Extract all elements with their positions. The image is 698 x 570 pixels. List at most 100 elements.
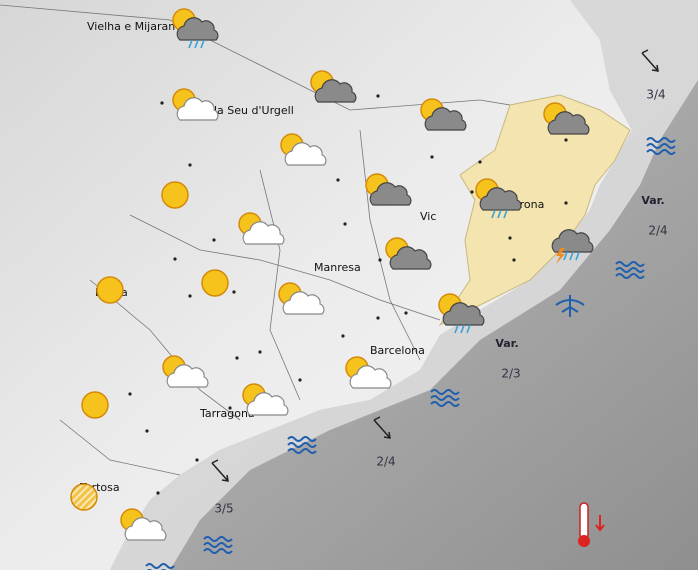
weather-icon <box>242 383 289 416</box>
land <box>0 0 632 570</box>
town-dot <box>404 311 408 315</box>
cloud <box>551 229 594 253</box>
rain <box>188 39 193 49</box>
cloud <box>242 221 285 245</box>
weather-icon <box>345 356 392 389</box>
weather-icon <box>96 276 124 304</box>
weather-icon <box>70 483 98 511</box>
town-dot <box>128 392 132 396</box>
sea-state-label: Var. <box>641 194 664 207</box>
weather-icon <box>310 70 357 103</box>
sea-state-label: 3/5 <box>214 502 233 516</box>
lightning <box>556 248 565 264</box>
city-label: la Seu d'Urgell <box>214 104 294 117</box>
temperature-down <box>595 515 605 532</box>
rain <box>575 251 580 261</box>
sea-waves <box>615 261 645 267</box>
weather-icon <box>475 178 522 219</box>
city-label: Vielha e Mijaran <box>87 20 175 33</box>
sun <box>70 483 98 511</box>
weather-icon <box>280 133 327 166</box>
wind-arrow <box>373 416 391 439</box>
sea-waves <box>203 542 233 548</box>
town-dot <box>228 406 232 410</box>
sea-waves <box>203 536 233 542</box>
sun <box>201 269 229 297</box>
sea-waves <box>145 563 175 569</box>
weather-icon <box>385 237 432 270</box>
town-dot <box>343 222 347 226</box>
city-label: Tarragona <box>199 407 255 420</box>
cloud <box>424 107 467 131</box>
weather-icon <box>120 508 167 541</box>
warning-zone <box>438 94 631 327</box>
thermometer-bulb <box>578 535 590 547</box>
sea-waves <box>430 395 460 401</box>
rain <box>454 324 459 334</box>
sea-waves <box>615 273 645 279</box>
weather-icon <box>172 8 219 49</box>
weather-icon <box>161 181 189 209</box>
rain <box>563 251 568 261</box>
town-dot <box>258 350 262 354</box>
town-dots <box>128 94 568 495</box>
sea-waves <box>287 442 317 448</box>
cloud <box>124 517 167 541</box>
town-dot <box>478 160 482 164</box>
sea-waves <box>430 401 460 407</box>
weather-icon <box>420 98 467 131</box>
sea-waves <box>646 149 676 155</box>
town-dot <box>376 94 380 98</box>
town-dot <box>173 257 177 261</box>
weather-icon <box>278 282 325 315</box>
town-dot <box>378 258 382 262</box>
cloud <box>442 302 485 326</box>
cloud <box>246 392 289 416</box>
sea-waves <box>430 389 460 395</box>
cloud <box>369 182 412 206</box>
sea-state-label: 2/3 <box>501 367 520 381</box>
town-dot <box>470 190 474 194</box>
cloud <box>547 111 590 135</box>
thermometer <box>579 502 589 540</box>
weather-icon <box>551 229 594 264</box>
cloud <box>176 17 219 41</box>
rain <box>569 251 574 261</box>
sea-waves <box>615 267 645 273</box>
city-label: Vic <box>420 210 436 223</box>
sea-waves <box>287 436 317 442</box>
rain <box>200 39 205 49</box>
cloud <box>314 79 357 103</box>
weather-icon <box>81 391 109 419</box>
rain <box>497 209 502 219</box>
sea-state-label: 3/4 <box>646 88 665 102</box>
city-label: Manresa <box>314 261 361 274</box>
town-dot <box>341 334 345 338</box>
town-dot <box>156 491 160 495</box>
labels: TortosaTarragonaBarcelonaLleidaManresaGi… <box>79 20 668 516</box>
sea-waves <box>203 548 233 554</box>
rain <box>503 209 508 219</box>
cloud <box>479 187 522 211</box>
weather-icons <box>70 8 676 570</box>
town-dot <box>195 458 199 462</box>
weather-icon <box>365 173 412 206</box>
town-dot <box>430 155 434 159</box>
sea-state-label: 2/4 <box>648 224 667 238</box>
sun <box>96 276 124 304</box>
weather-icon <box>543 102 590 135</box>
cloud <box>349 365 392 389</box>
town-dot <box>188 163 192 167</box>
town-dot <box>212 238 216 242</box>
wind-arrow <box>211 459 229 482</box>
cloud <box>166 364 209 388</box>
weather-icon <box>238 212 285 245</box>
wind-arrow <box>641 49 659 72</box>
town-dot <box>232 290 236 294</box>
sea-waves <box>646 137 676 143</box>
town-dot <box>564 201 568 205</box>
town-dot <box>160 101 164 105</box>
rain <box>466 324 471 334</box>
sea-waves <box>646 143 676 149</box>
